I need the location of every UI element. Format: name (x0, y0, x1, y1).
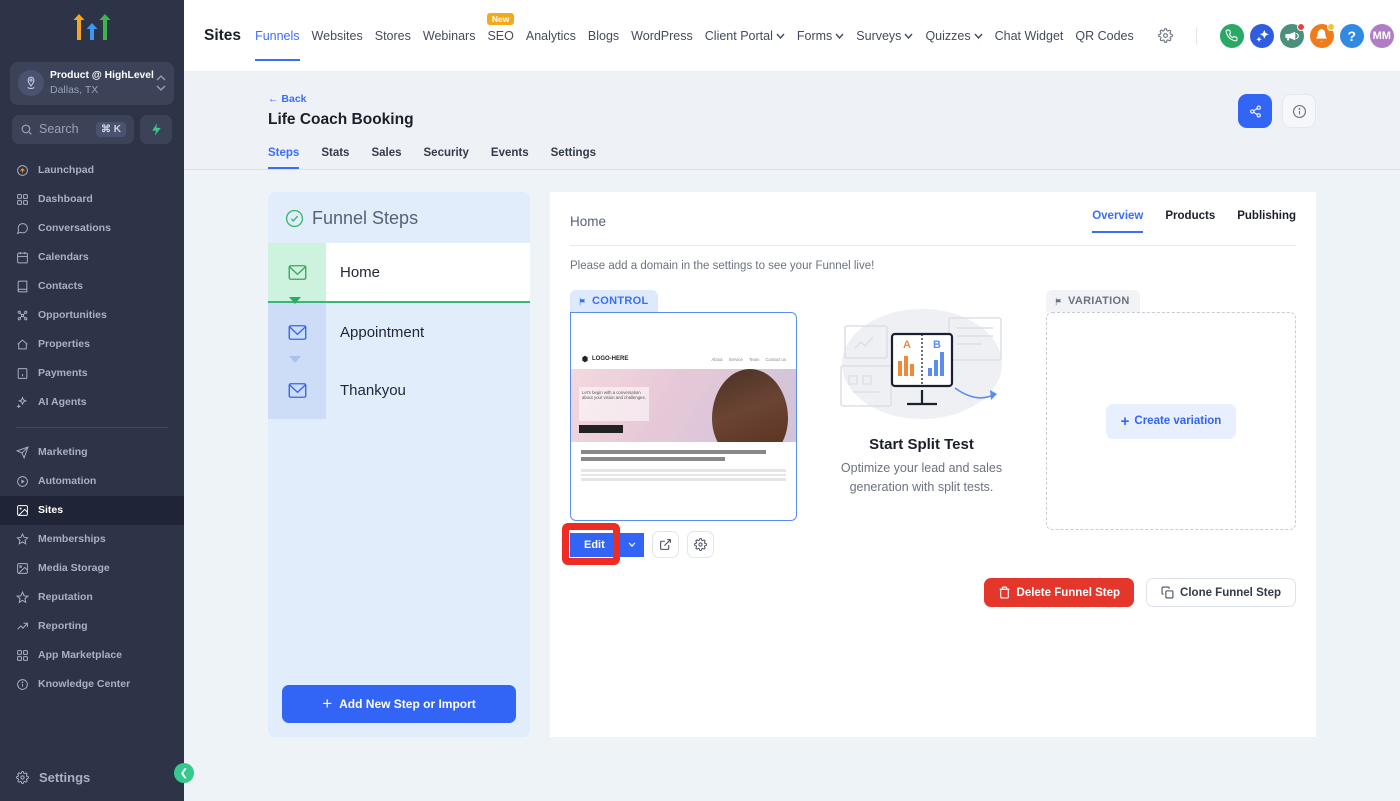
svg-text:A: A (903, 339, 911, 351)
svg-text:B: B (933, 339, 941, 351)
